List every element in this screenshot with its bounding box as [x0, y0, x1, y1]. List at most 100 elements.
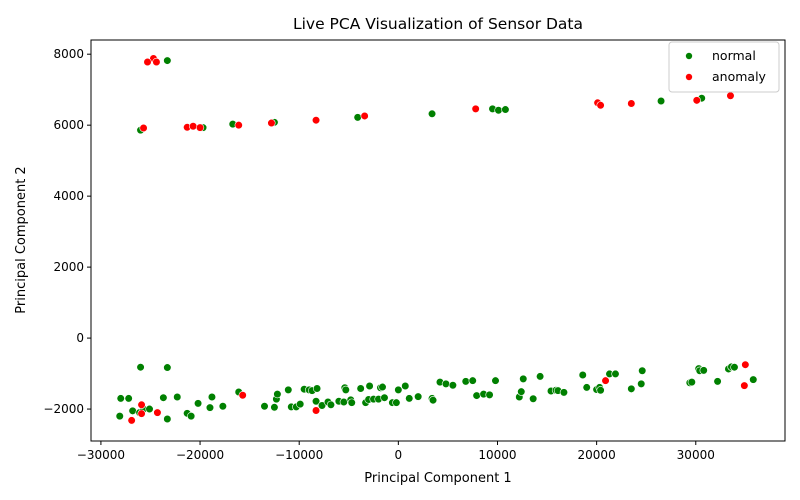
legend-marker-normal — [685, 52, 693, 60]
data-point-normal — [485, 390, 494, 399]
data-point-normal — [637, 379, 646, 388]
data-point-normal — [461, 377, 470, 386]
y-tick-label: 4000 — [53, 189, 84, 203]
data-point-normal — [312, 384, 322, 393]
data-point-anomaly — [127, 416, 136, 425]
y-tick-label: 2000 — [53, 260, 84, 274]
data-point-normal — [559, 388, 569, 397]
axes-frame — [90, 39, 786, 442]
legend-label-normal: normal — [712, 48, 756, 63]
data-point-anomaly — [601, 376, 610, 385]
y-tick-label: 0 — [76, 331, 84, 345]
data-point-anomaly — [195, 123, 205, 132]
data-point-normal — [405, 394, 414, 403]
y-tick-label: 8000 — [53, 47, 84, 61]
data-point-normal — [116, 394, 125, 403]
data-point-normal — [273, 390, 282, 399]
y-tick-label: 6000 — [53, 118, 84, 132]
data-point-normal — [317, 401, 327, 410]
data-point-normal — [448, 381, 457, 390]
data-point-normal — [749, 375, 758, 384]
data-point-normal — [136, 363, 145, 372]
data-point-anomaly — [360, 111, 369, 121]
data-point-anomaly — [596, 101, 605, 110]
data-point-normal — [124, 394, 133, 403]
legend-box — [668, 41, 780, 93]
data-point-normal — [394, 385, 403, 394]
data-point-anomaly — [152, 57, 161, 67]
x-axis-label: Principal Component 1 — [364, 471, 511, 486]
data-point-anomaly — [740, 381, 749, 390]
data-point-normal — [207, 392, 217, 402]
data-point-normal — [311, 397, 321, 406]
data-point-normal — [193, 399, 203, 408]
data-point-normal — [145, 404, 154, 414]
data-point-anomaly — [139, 123, 148, 133]
data-point-anomaly — [311, 116, 321, 125]
data-point-normal — [128, 406, 137, 415]
data-point-normal — [284, 385, 293, 394]
data-point-normal — [296, 399, 305, 409]
data-point-normal — [159, 393, 168, 402]
data-point-anomaly — [726, 91, 735, 100]
data-point-normal — [501, 105, 510, 114]
data-point-normal — [341, 385, 350, 394]
x-tick-label: 30000 — [677, 448, 715, 462]
x-tick-label: 10000 — [478, 448, 516, 462]
data-point-normal — [173, 392, 182, 402]
data-point-normal — [519, 374, 528, 383]
data-point-anomaly — [311, 406, 321, 415]
x-tick-label: −30000 — [77, 448, 125, 462]
data-point-normal — [687, 377, 696, 387]
data-point-normal — [163, 414, 172, 424]
data-point-normal — [353, 113, 362, 122]
data-point-normal — [494, 106, 503, 115]
data-point-anomaly — [267, 118, 276, 128]
data-point-normal — [378, 382, 387, 392]
data-point-normal — [536, 372, 545, 381]
data-point-normal — [380, 393, 389, 402]
data-point-normal — [468, 376, 477, 385]
x-tick-label: −20000 — [176, 448, 224, 462]
legend-marker-anomaly — [685, 73, 693, 81]
data-point-normal — [596, 386, 605, 395]
data-point-normal — [441, 379, 451, 388]
data-point-anomaly — [692, 96, 701, 105]
data-point-normal — [472, 391, 481, 400]
data-point-anomaly — [153, 408, 162, 417]
data-point-anomaly — [189, 122, 198, 131]
data-point-normal — [326, 400, 336, 409]
points-layer — [115, 54, 758, 425]
data-point-anomaly — [234, 121, 243, 130]
x-tick-label: −10000 — [275, 448, 323, 462]
y-axis-label: Principal Component 2 — [14, 166, 29, 313]
data-point-normal — [260, 402, 269, 411]
chart-title: Live PCA Visualization of Sensor Data — [293, 15, 583, 33]
data-point-normal — [115, 412, 124, 421]
data-point-normal — [491, 376, 500, 385]
data-point-anomaly — [137, 409, 146, 418]
data-point-normal — [627, 384, 636, 393]
x-tick-label: 0 — [395, 448, 403, 462]
data-point-normal — [517, 387, 526, 396]
data-point-normal — [187, 412, 196, 421]
data-point-normal — [270, 403, 279, 412]
series-normal — [115, 56, 758, 424]
data-point-normal — [578, 370, 587, 380]
ticks-layer: −30000 −20000 −10000 0 10000 20000 30000−20000… — [43, 47, 714, 462]
data-point-normal — [427, 109, 437, 118]
data-point-normal — [428, 396, 438, 405]
data-point-normal — [339, 397, 348, 407]
data-point-normal — [347, 398, 356, 407]
data-point-anomaly — [627, 99, 636, 108]
y-tick-label: −2000 — [43, 402, 84, 416]
series-anomaly — [127, 54, 750, 425]
data-point-normal — [713, 377, 722, 386]
data-point-normal — [582, 383, 591, 392]
data-point-normal — [611, 369, 620, 379]
legend-label-anomaly: anomaly — [712, 69, 767, 84]
data-point-normal — [365, 381, 374, 391]
legend: normal anomaly — [668, 41, 780, 93]
data-point-normal — [401, 381, 410, 391]
data-point-normal — [414, 392, 423, 401]
